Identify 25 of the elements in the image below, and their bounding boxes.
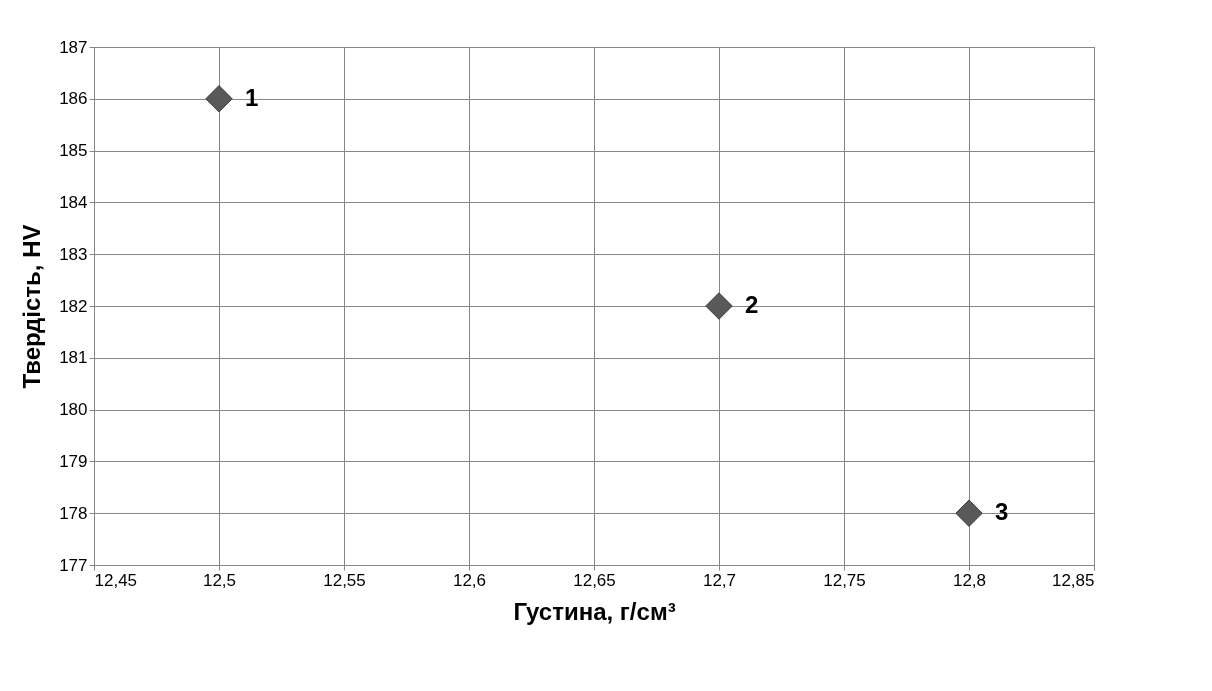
y-tick-label: 177 [59,555,88,575]
x-tick-label: 12,8 [952,570,987,590]
x-tick-label: 12,65 [573,570,616,590]
annotation: 2 [745,291,759,318]
x-tick-label: 12,45 [94,570,138,590]
y-tick-label: 185 [59,141,88,161]
y-tick-label: 183 [59,244,88,264]
y-tick-label: 186 [59,89,88,109]
y-tick-label: 181 [59,348,88,368]
x-tick-label: 12,75 [823,570,866,590]
y-axis-title: Твердість, HV [18,224,46,389]
annotation: 3 [995,498,1009,526]
y-tick-label: 184 [59,192,88,212]
y-tick-label: 178 [59,503,88,523]
y-tick-label: 179 [59,451,88,471]
x-tick-label: 12,85 [1051,570,1095,590]
x-axis-title: Густина, г/см³ [513,597,676,625]
x-tick-label: 12,6 [452,570,487,590]
annotation: 1 [245,83,259,111]
y-tick-label: 180 [59,400,88,420]
x-tick-label: 12,5 [202,570,237,590]
y-tick-label: 187 [59,37,88,57]
x-tick-label: 12,55 [323,570,366,590]
y-tick-label: 182 [59,296,88,316]
x-tick-label: 12,7 [702,570,737,590]
